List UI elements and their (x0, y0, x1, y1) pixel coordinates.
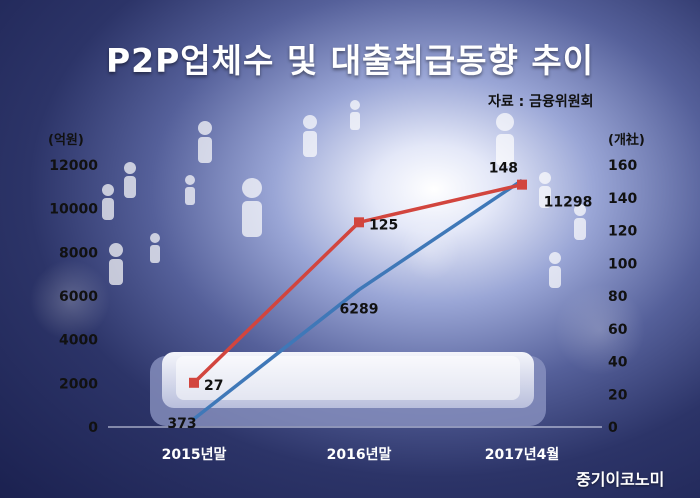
brand-logo: 중기이코노미 (576, 470, 665, 489)
category-label: 2015년말 (162, 447, 227, 463)
left-tick-label: 6000 (59, 289, 98, 305)
category-label: 2016년말 (327, 447, 392, 463)
right-axis-unit: (개社) (608, 132, 645, 148)
data-label: 373 (167, 416, 196, 432)
data-label: 11298 (544, 194, 593, 210)
right-tick-label: 60 (608, 322, 628, 338)
right-axis-ticks: 0 20 40 60 80 100 120 140 160 (608, 158, 637, 436)
left-axis-ticks: 0 2000 4000 6000 8000 10000 12000 (49, 158, 98, 436)
series-marker (517, 179, 527, 190)
people-silhouettes (102, 100, 586, 288)
source-note: 자료 : 금융위원회 (488, 94, 594, 110)
series-marker (354, 217, 364, 228)
right-tick-label: 100 (608, 256, 637, 272)
series-layer: 373 6289 11298 27 125 148 (167, 161, 592, 432)
series-line-0 (192, 178, 523, 421)
category-labels: 2015년말 2016년말 2017년4월 (162, 446, 560, 463)
left-tick-label: 2000 (59, 376, 98, 392)
right-tick-label: 160 (608, 158, 637, 174)
data-label: 27 (204, 378, 223, 394)
right-tick-label: 120 (608, 224, 637, 240)
right-tick-label: 0 (608, 420, 618, 436)
left-axis-unit: (억원) (48, 133, 84, 148)
data-label: 6289 (340, 302, 379, 318)
right-tick-label: 20 (608, 387, 628, 403)
left-tick-label: 10000 (49, 202, 98, 218)
data-label: 148 (489, 161, 518, 177)
page-title: P2P업체수 및 대출취급동향 추이 (105, 41, 595, 80)
left-tick-label: 12000 (49, 158, 98, 174)
category-label: 2017년4월 (485, 446, 559, 463)
data-label: 125 (369, 217, 398, 233)
left-tick-label: 4000 (59, 333, 98, 349)
right-tick-label: 40 (608, 355, 628, 371)
left-tick-label: 8000 (59, 245, 98, 261)
series-marker (189, 377, 199, 388)
right-tick-label: 140 (608, 191, 637, 207)
right-tick-label: 80 (608, 289, 628, 305)
left-tick-label: 0 (88, 420, 98, 436)
